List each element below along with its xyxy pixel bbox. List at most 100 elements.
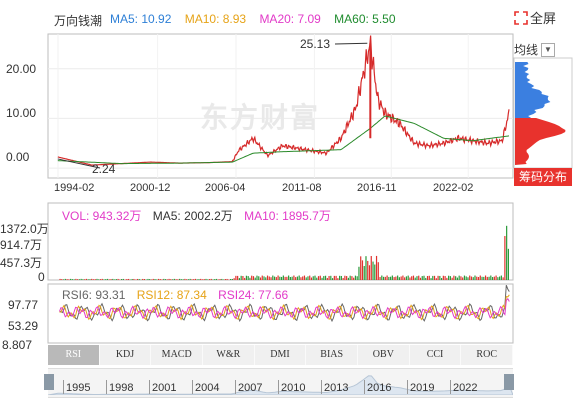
- range-handle-right[interactable]: [504, 374, 514, 390]
- tab-cci[interactable]: CCI: [410, 345, 462, 365]
- ma-selector[interactable]: 均线 ▼: [514, 41, 556, 58]
- volume-bar: [150, 279, 153, 280]
- indicator-tabs: RSI KDJ MACD W&R DMI BIAS OBV CCI ROC: [48, 345, 514, 365]
- fullscreen-button[interactable]: 全屏: [514, 8, 556, 27]
- range-year-label: 2019: [406, 380, 435, 394]
- volume-bar: [367, 260, 369, 280]
- volume-bar: [203, 279, 205, 280]
- volume-bar: [474, 275, 476, 280]
- range-year-label: 2022: [449, 380, 478, 394]
- volume-bar: [61, 279, 63, 280]
- volume-bar: [344, 275, 346, 280]
- volume-bar: [103, 279, 105, 280]
- volume-bar: [105, 279, 107, 280]
- tab-macd[interactable]: MACD: [151, 345, 204, 365]
- chip-distribution-button[interactable]: 筹码分布: [514, 168, 572, 186]
- volume-bar: [337, 278, 339, 280]
- volume-bar: [411, 276, 413, 280]
- volume-bar: [221, 278, 223, 280]
- rsi-panel-frame: [47, 283, 514, 344]
- volume-bar: [124, 279, 126, 280]
- volume-bar: [347, 277, 350, 280]
- tab-bias[interactable]: BIAS: [306, 345, 359, 365]
- volume-bar: [133, 278, 135, 280]
- volume-bar: [300, 277, 302, 280]
- volume-bar: [201, 279, 204, 280]
- volume-bar: [115, 279, 117, 280]
- volume-bar: [222, 279, 225, 280]
- volume-bar: [328, 275, 330, 280]
- volume-bar: [126, 278, 128, 280]
- volume-bar: [256, 275, 258, 280]
- volume-bar: [351, 276, 353, 280]
- volume-bar: [370, 256, 372, 280]
- volume-bar: [279, 276, 281, 280]
- range-year-label: 2016: [363, 380, 392, 394]
- volume-bar: [426, 275, 429, 280]
- tab-roc[interactable]: ROC: [461, 345, 514, 365]
- volume-bar: [173, 278, 175, 280]
- range-year-label: 2004: [191, 380, 220, 394]
- price-x-tick: 2011-08: [282, 182, 322, 194]
- volume-bar: [451, 277, 453, 280]
- price-high-leader: [334, 42, 368, 45]
- volume-bar: [460, 276, 462, 280]
- volume-bar: [476, 276, 478, 280]
- volume-bar: [240, 275, 242, 280]
- volume-bar: [388, 276, 390, 280]
- volume-bar: [316, 277, 318, 280]
- volume-bar: [110, 279, 112, 280]
- volume-bar: [273, 276, 276, 280]
- price-x-tick: 1994-02: [54, 182, 95, 194]
- volume-bar: [497, 277, 499, 280]
- volume-bar: [288, 275, 290, 280]
- volume-bar: [235, 275, 237, 280]
- volume-bar: [353, 277, 355, 280]
- volume-bar: [291, 276, 293, 280]
- price-series-line: [57, 115, 510, 165]
- rsi24-label: RSI24: 77.66: [218, 288, 289, 302]
- volume-bar: [495, 275, 497, 280]
- volume-bar: [416, 276, 418, 280]
- volume-bar: [82, 279, 84, 280]
- volume-y-tick: 914.7万: [0, 238, 43, 252]
- volume-bar: [472, 277, 474, 280]
- volume-bar: [324, 275, 327, 280]
- volume-bar: [252, 276, 255, 280]
- tab-kdj[interactable]: KDJ: [100, 345, 152, 365]
- volume-bar: [168, 278, 170, 280]
- fullscreen-label: 全屏: [530, 11, 557, 26]
- price-low-annotation: 2.24: [92, 162, 116, 176]
- range-handle-left[interactable]: [44, 374, 54, 390]
- volume-bar: [258, 276, 260, 280]
- volume-bar: [302, 276, 304, 280]
- volume-bar: [249, 277, 251, 280]
- volume-bar: [393, 277, 395, 280]
- volume-bar: [64, 278, 66, 280]
- volume-bar: [208, 279, 211, 280]
- volume-bar: [277, 275, 279, 280]
- volume-bar: [402, 275, 404, 280]
- volume-bar: [215, 278, 218, 280]
- volume-bar: [66, 279, 68, 280]
- volume-bar: [381, 275, 383, 280]
- tab-wr[interactable]: W&R: [203, 345, 255, 365]
- volume-bar: [157, 278, 160, 280]
- volume-bar: [312, 276, 314, 280]
- volume-bar: [275, 277, 277, 280]
- tab-rsi[interactable]: RSI: [48, 345, 100, 365]
- rsi-y-tick: 53.29: [8, 319, 39, 333]
- volume-bar: [80, 278, 82, 280]
- tab-obv[interactable]: OBV: [358, 345, 410, 365]
- price-low-leader: [57, 158, 101, 169]
- volume-bar: [265, 277, 267, 280]
- volume-bar: [502, 277, 504, 280]
- volume-bar: [163, 278, 165, 280]
- volume-bar: [484, 275, 487, 280]
- volume-bar: [263, 276, 265, 280]
- volume-bar: [418, 275, 420, 280]
- tab-dmi[interactable]: DMI: [255, 345, 307, 365]
- volume-bar: [377, 262, 379, 280]
- volume-bar: [400, 276, 402, 280]
- range-year-label: 2001: [148, 380, 177, 394]
